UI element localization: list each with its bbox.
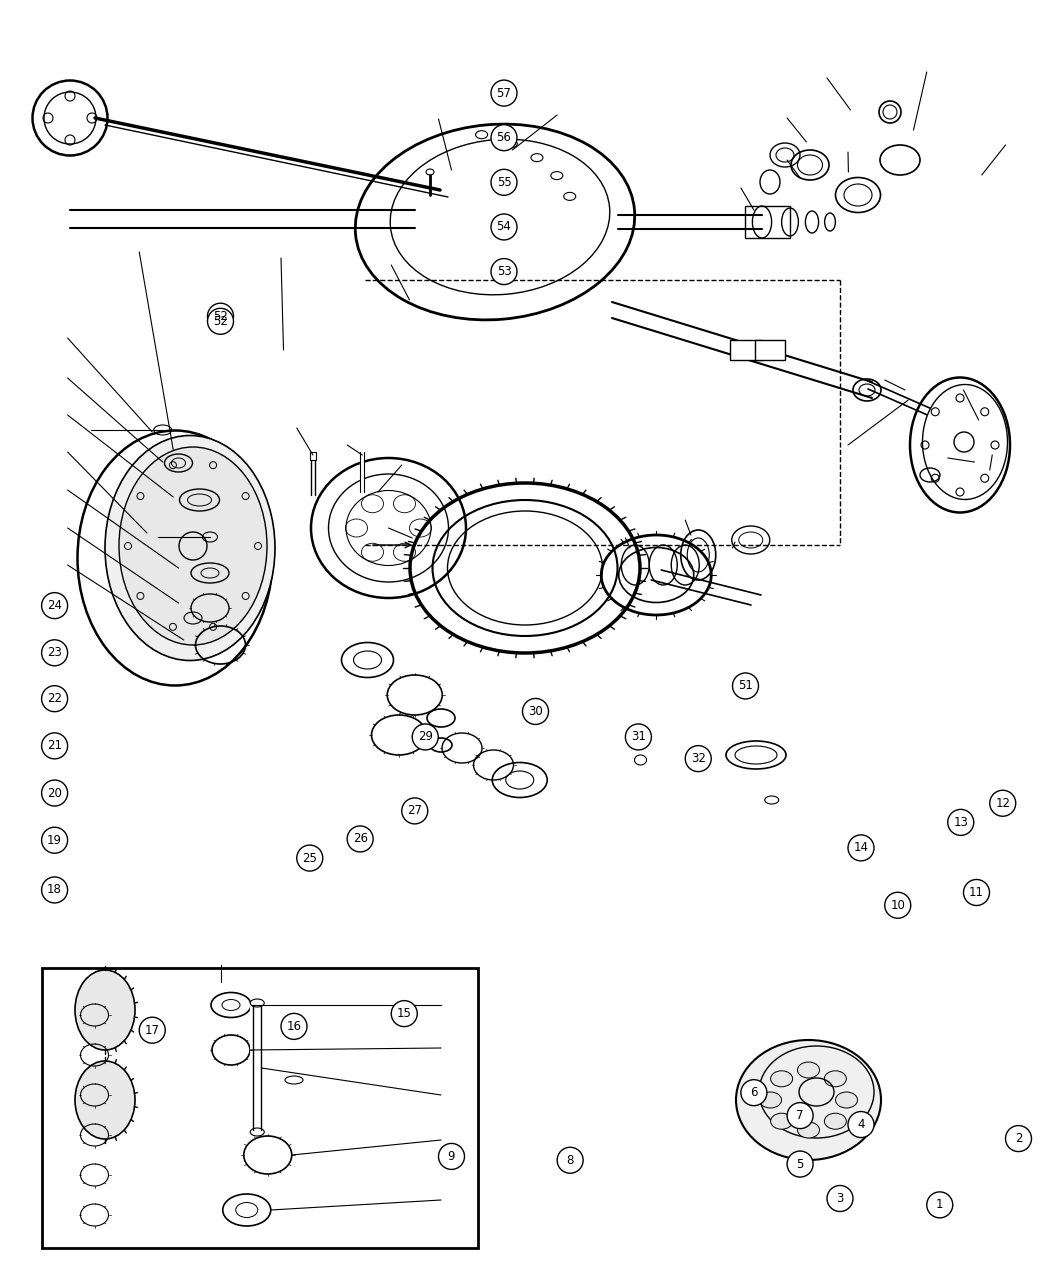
- Circle shape: [348, 826, 373, 852]
- Circle shape: [413, 724, 438, 750]
- Circle shape: [208, 309, 233, 334]
- Ellipse shape: [798, 1122, 819, 1139]
- Circle shape: [788, 1103, 813, 1128]
- Circle shape: [686, 746, 711, 771]
- Circle shape: [964, 880, 989, 905]
- Text: 52: 52: [213, 310, 228, 323]
- Text: 15: 15: [397, 1007, 412, 1020]
- Ellipse shape: [75, 970, 135, 1051]
- Text: 14: 14: [854, 842, 868, 854]
- Circle shape: [491, 170, 517, 195]
- Circle shape: [948, 810, 973, 835]
- Text: 19: 19: [47, 834, 62, 847]
- Bar: [730, 340, 762, 360]
- Text: 56: 56: [497, 131, 511, 144]
- Text: 20: 20: [47, 787, 62, 799]
- Circle shape: [848, 1112, 874, 1137]
- Text: 17: 17: [145, 1024, 160, 1037]
- Circle shape: [281, 1014, 307, 1039]
- Circle shape: [297, 845, 322, 871]
- Text: 9: 9: [447, 1150, 456, 1163]
- Circle shape: [42, 780, 67, 806]
- Text: 7: 7: [796, 1109, 804, 1122]
- Circle shape: [558, 1148, 583, 1173]
- Circle shape: [1006, 1126, 1031, 1151]
- Circle shape: [990, 790, 1015, 816]
- Bar: [755, 340, 785, 360]
- Ellipse shape: [736, 1040, 881, 1160]
- Text: 8: 8: [566, 1154, 574, 1167]
- Bar: [310, 453, 316, 460]
- Text: 51: 51: [738, 680, 753, 692]
- Text: 4: 4: [857, 1118, 865, 1131]
- Circle shape: [885, 892, 910, 918]
- Text: 53: 53: [497, 265, 511, 278]
- Circle shape: [402, 798, 427, 824]
- Text: 27: 27: [407, 805, 422, 817]
- Circle shape: [42, 593, 67, 618]
- Text: 30: 30: [528, 705, 543, 718]
- Circle shape: [42, 640, 67, 666]
- Ellipse shape: [771, 1113, 793, 1130]
- Circle shape: [140, 1017, 165, 1043]
- Text: 2: 2: [1014, 1132, 1023, 1145]
- Circle shape: [42, 733, 67, 759]
- Circle shape: [42, 827, 67, 853]
- Text: 13: 13: [953, 816, 968, 829]
- Circle shape: [827, 1186, 853, 1211]
- Circle shape: [848, 835, 874, 861]
- Bar: [42, 968, 478, 1248]
- Text: 12: 12: [995, 797, 1010, 810]
- Circle shape: [491, 125, 517, 150]
- Circle shape: [491, 80, 517, 106]
- Text: 55: 55: [497, 176, 511, 189]
- Text: 21: 21: [47, 740, 62, 752]
- Ellipse shape: [824, 1071, 846, 1086]
- Text: 6: 6: [750, 1086, 758, 1099]
- Circle shape: [523, 699, 548, 724]
- Bar: [746, 207, 790, 238]
- Ellipse shape: [759, 1091, 781, 1108]
- Text: 11: 11: [969, 886, 984, 899]
- Text: 5: 5: [796, 1158, 804, 1170]
- Text: 52: 52: [213, 315, 228, 328]
- Circle shape: [491, 214, 517, 240]
- Ellipse shape: [798, 1062, 819, 1077]
- Text: 26: 26: [353, 833, 367, 845]
- Circle shape: [741, 1080, 766, 1105]
- Ellipse shape: [75, 1061, 135, 1139]
- Text: 18: 18: [47, 884, 62, 896]
- Circle shape: [788, 1151, 813, 1177]
- Circle shape: [626, 724, 651, 750]
- Ellipse shape: [836, 1091, 858, 1108]
- Circle shape: [927, 1192, 952, 1218]
- Ellipse shape: [119, 448, 267, 645]
- Circle shape: [733, 673, 758, 699]
- Circle shape: [491, 259, 517, 284]
- Text: 24: 24: [47, 599, 62, 612]
- Ellipse shape: [105, 436, 275, 660]
- Text: 16: 16: [287, 1020, 301, 1033]
- Text: 10: 10: [890, 899, 905, 912]
- Text: 54: 54: [497, 221, 511, 233]
- Circle shape: [439, 1144, 464, 1169]
- Text: 25: 25: [302, 852, 317, 864]
- Text: 3: 3: [836, 1192, 844, 1205]
- Text: 23: 23: [47, 646, 62, 659]
- Circle shape: [392, 1001, 417, 1026]
- Text: 57: 57: [497, 87, 511, 99]
- Ellipse shape: [824, 1113, 846, 1130]
- Text: 31: 31: [631, 731, 646, 743]
- Circle shape: [42, 686, 67, 711]
- Text: 32: 32: [691, 752, 706, 765]
- Ellipse shape: [923, 385, 1008, 500]
- Text: 29: 29: [418, 731, 433, 743]
- Circle shape: [208, 303, 233, 329]
- Text: 22: 22: [47, 692, 62, 705]
- Circle shape: [42, 877, 67, 903]
- Ellipse shape: [771, 1071, 793, 1086]
- Text: 1: 1: [936, 1198, 944, 1211]
